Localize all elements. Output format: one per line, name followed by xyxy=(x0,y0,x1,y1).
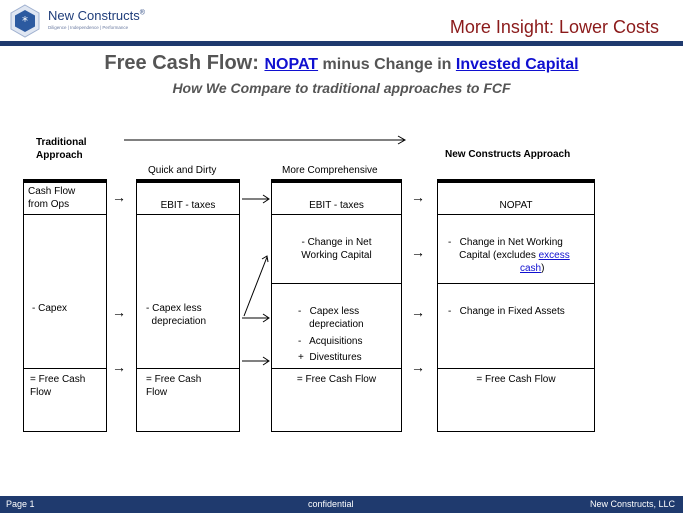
new-constructs-approach-header: New Constructs Approach xyxy=(445,149,571,160)
quick-and-dirty-header: Quick and Dirty xyxy=(148,165,217,176)
arrow-right-icon: → xyxy=(112,304,126,320)
row-divider xyxy=(437,214,595,215)
nc-change-in-fixed-assets: - Change in Fixed Assets xyxy=(448,306,565,317)
nc-change-in-nwc-text: - Change in Net Working Capital (exclude… xyxy=(448,237,563,261)
quick-ebit-taxes: EBIT - taxes xyxy=(160,200,216,211)
logo-wordmark: New Constructs® xyxy=(48,8,145,23)
cash-link[interactable]: cash xyxy=(520,263,542,274)
svg-text:*: * xyxy=(22,14,28,28)
comprehensive-free-cash-flow: = Free Cash Flow xyxy=(296,374,377,385)
header-title: More Insight: Lower Costs xyxy=(449,17,659,37)
nc-change-in-nwc: - Change in Net Working Capital (exclude… xyxy=(448,236,593,275)
row-divider xyxy=(437,368,595,369)
quick-column-box xyxy=(136,179,240,432)
comprehensive-column-box xyxy=(271,179,402,432)
excess-link[interactable]: excess xyxy=(538,250,570,261)
slide-title: Free Cash Flow: NOPAT minus Change in In… xyxy=(0,52,683,75)
title-middle: minus Change in xyxy=(318,56,456,73)
arrow-right-icon: → xyxy=(411,189,425,205)
comprehensive-change-in-nwc: - Change in Net Working Capital xyxy=(301,237,372,261)
header-divider xyxy=(0,41,683,46)
connector-arrows-icon xyxy=(242,194,270,366)
title-lead: Free Cash Flow: xyxy=(104,52,265,74)
comprehensive-capex-less-depreciation: - Capex less depreciation xyxy=(298,306,364,330)
footer-confidential: confidential xyxy=(308,499,354,509)
nc-free-cash-flow: = Free Cash Flow xyxy=(476,374,556,385)
hexagon-logo-icon: * xyxy=(10,4,40,38)
comprehensive-divestitures: + Divestitures xyxy=(298,352,362,363)
traditional-cash-flow-from-ops: Cash Flow from Ops xyxy=(28,186,76,210)
registered-mark: ® xyxy=(139,9,145,17)
arrow-right-icon: → xyxy=(411,304,425,320)
traditional-approach-header: Traditional Approach xyxy=(36,137,87,161)
row-divider xyxy=(136,214,240,215)
long-arrow-icon xyxy=(124,135,407,145)
row-divider xyxy=(271,214,402,215)
row-divider xyxy=(271,368,402,369)
arrow-right-icon: → xyxy=(112,189,126,205)
logo-name-text: New Constructs xyxy=(48,8,140,23)
more-comprehensive-header: More Comprehensive xyxy=(282,165,378,176)
row-divider xyxy=(271,283,402,284)
arrow-right-icon: → xyxy=(112,359,126,375)
traditional-capex: - Capex xyxy=(32,303,68,314)
logo-tagline: Diligence | Independence | Performance xyxy=(48,25,129,30)
traditional-free-cash-flow: = Free Cash Flow xyxy=(30,374,86,398)
quick-free-cash-flow: = Free Cash Flow xyxy=(146,374,202,398)
footer-page-number: Page 1 xyxy=(6,499,35,509)
footer-bar: Page 1 confidential New Constructs, LLC xyxy=(0,496,683,513)
row-divider xyxy=(23,368,107,369)
row-divider xyxy=(136,368,240,369)
nc-nopat: NOPAT xyxy=(499,200,533,211)
row-divider xyxy=(437,283,595,284)
slide-subtitle: How We Compare to traditional approaches… xyxy=(172,80,511,96)
quick-capex-less-depreciation: - Capex less depreciation xyxy=(146,303,207,327)
nopat-link[interactable]: NOPAT xyxy=(264,56,319,73)
nc-column-box xyxy=(437,179,595,432)
arrow-right-icon: → xyxy=(411,359,425,375)
arrow-right-icon: → xyxy=(411,244,425,260)
footer-company: New Constructs, LLC xyxy=(589,499,675,509)
company-logo: * New Constructs® Diligence | Independen… xyxy=(8,4,198,40)
comprehensive-ebit-taxes: EBIT - taxes xyxy=(309,200,364,211)
comprehensive-acquisitions: - Acquisitions xyxy=(298,336,363,347)
traditional-column-box xyxy=(23,179,107,432)
invested-capital-link[interactable]: Invested Capital xyxy=(455,56,579,73)
row-divider xyxy=(23,214,107,215)
nc-change-in-nwc-end: ) xyxy=(541,263,545,274)
